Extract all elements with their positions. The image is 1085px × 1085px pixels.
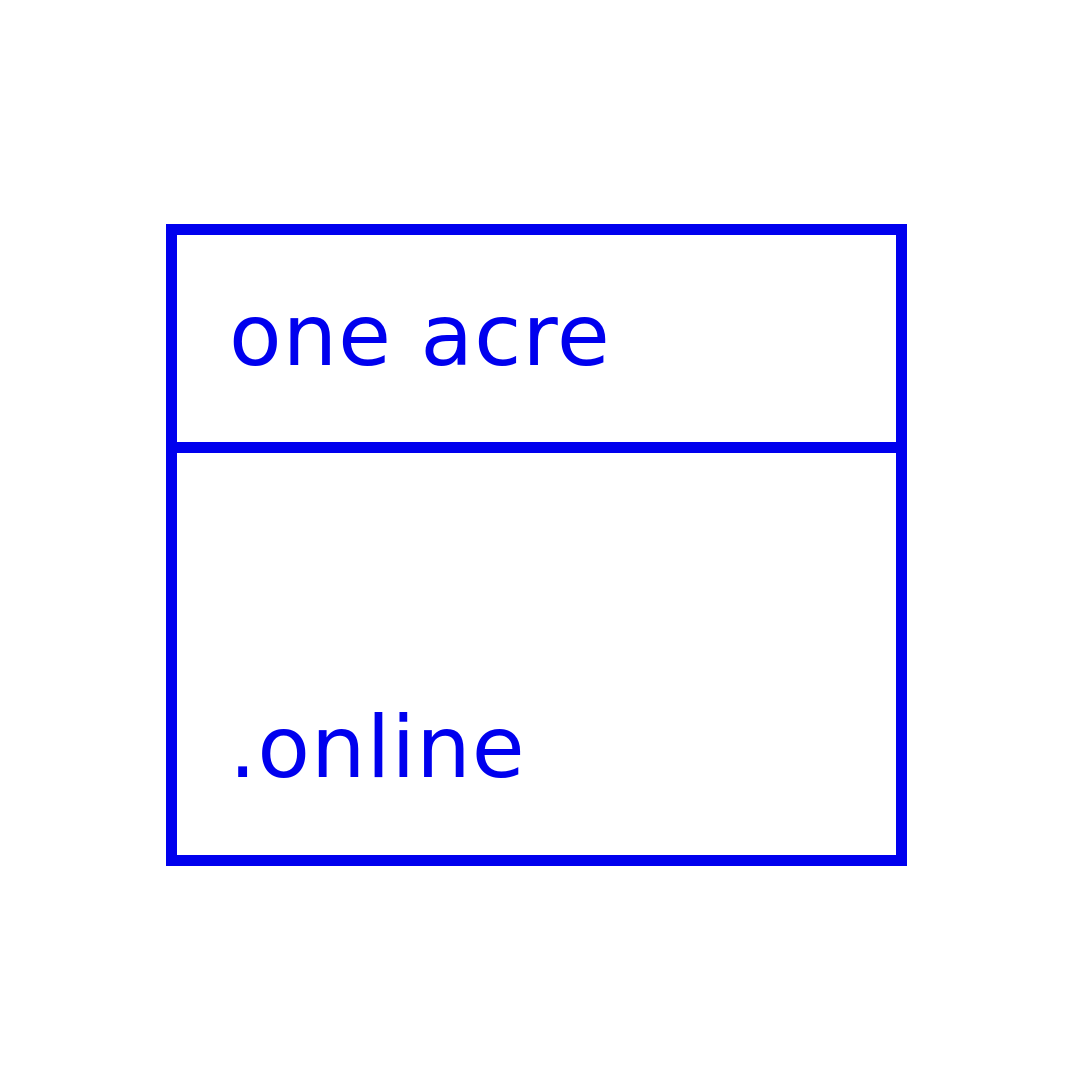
logo-frame: one acre .online	[166, 224, 907, 866]
logo-divider	[177, 442, 896, 453]
logo-text-online: .online	[229, 698, 526, 798]
logo-text-one-acre: one acre	[229, 286, 611, 386]
